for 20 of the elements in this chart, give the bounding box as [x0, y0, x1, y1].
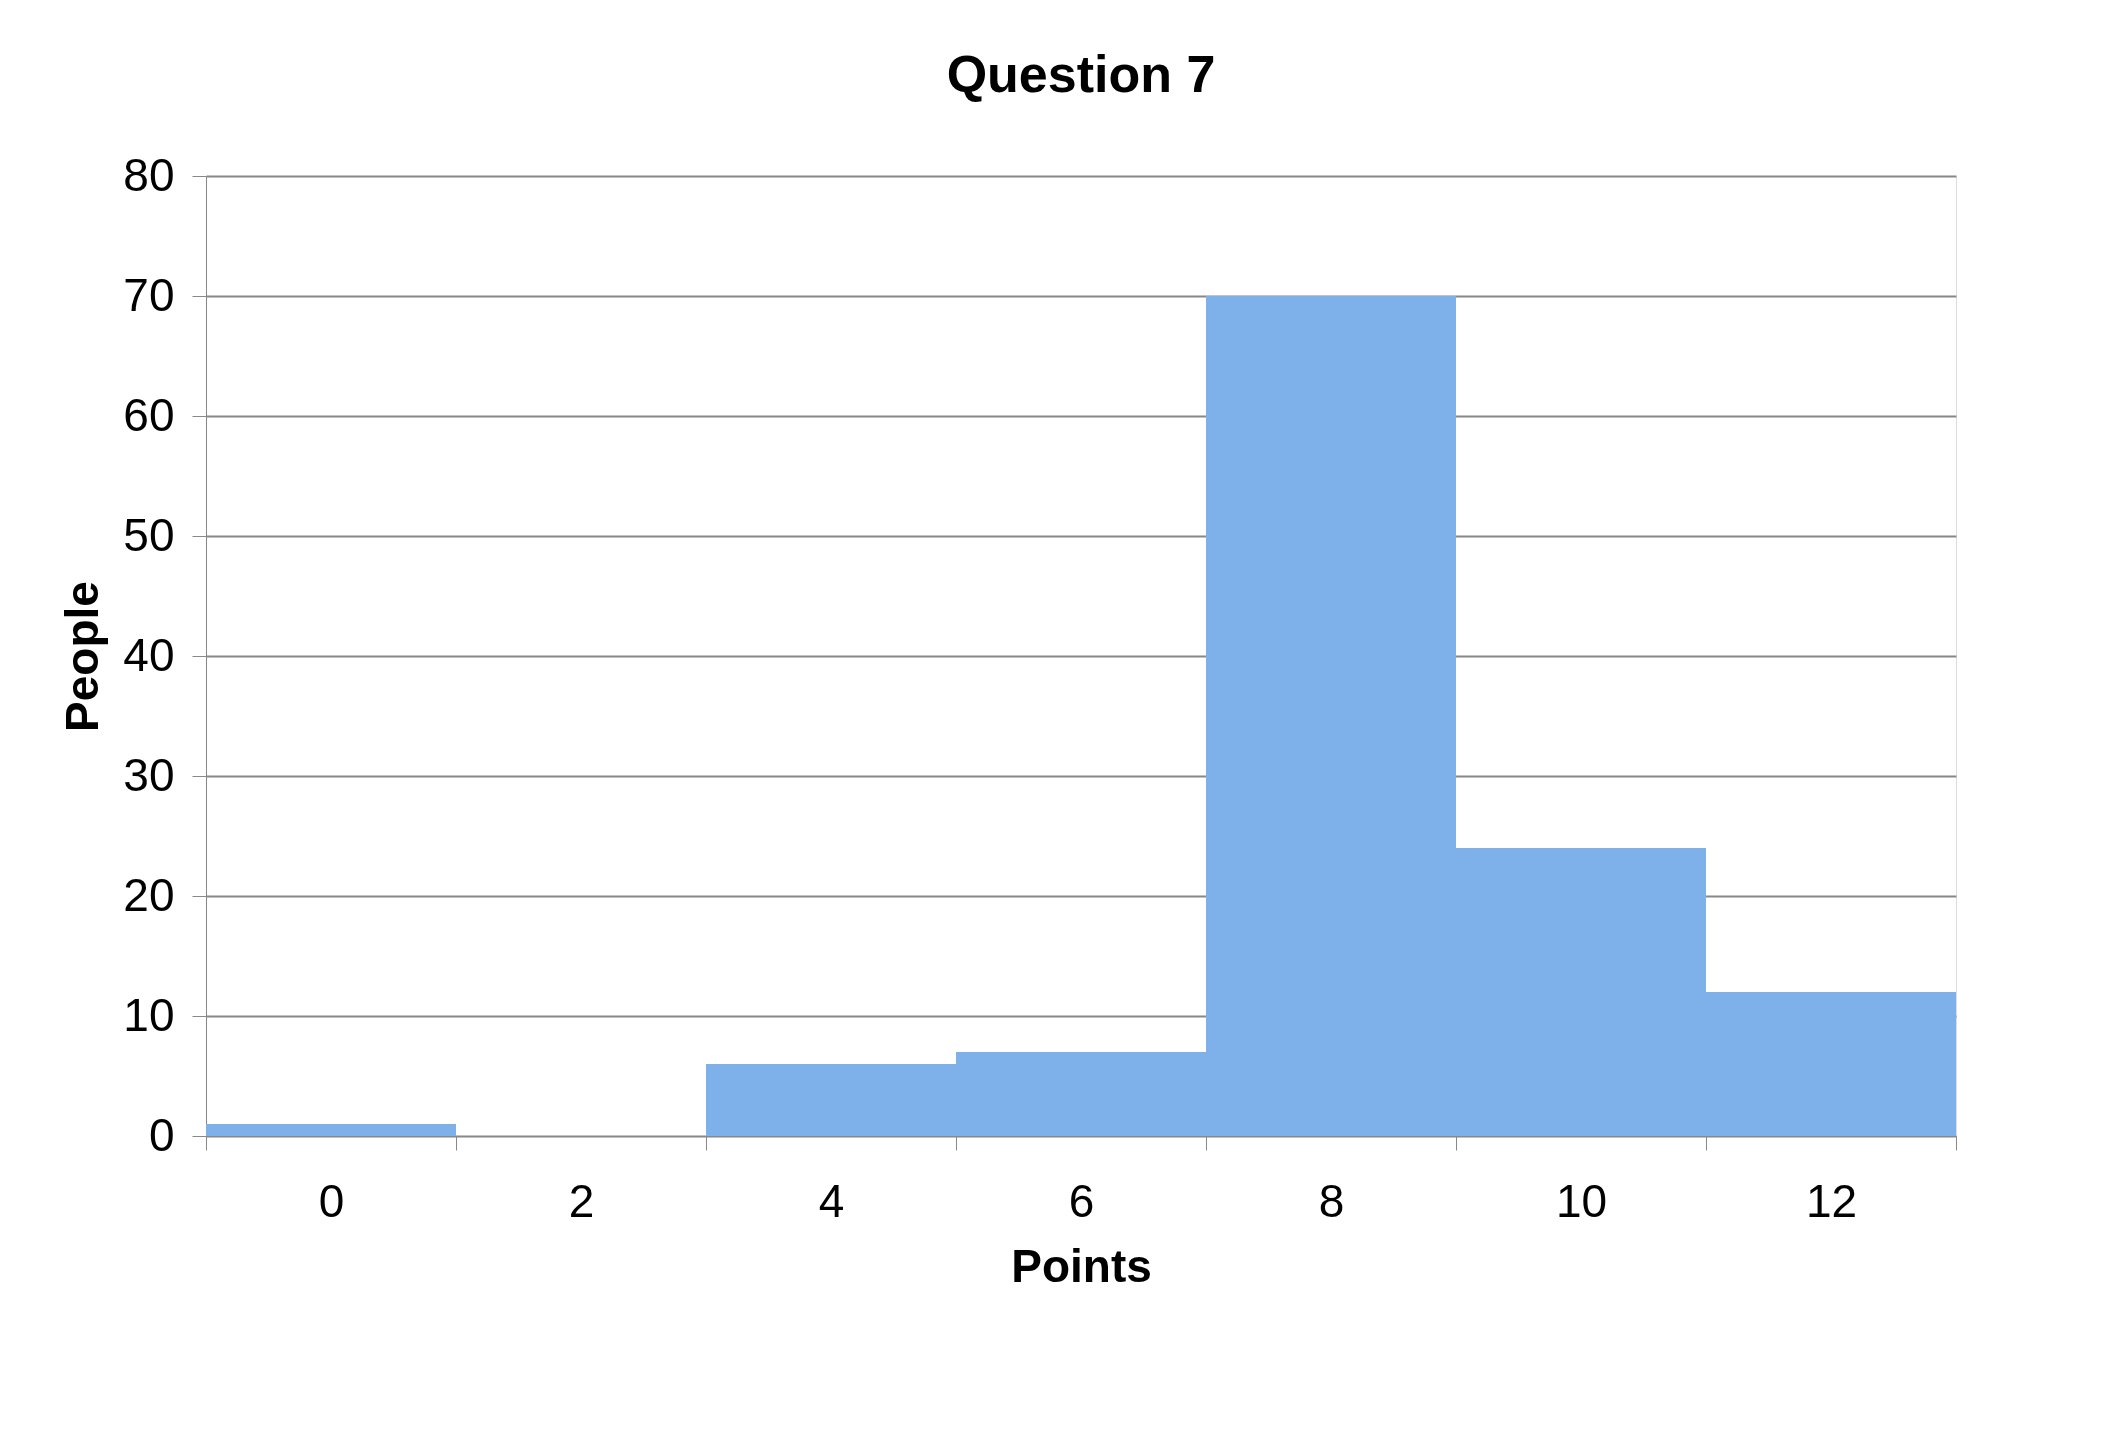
- y-tick-label: 30: [123, 748, 175, 801]
- y-axis-title: People: [56, 581, 109, 732]
- y-tick-label: 70: [123, 268, 175, 321]
- x-tick-label: 12: [1805, 1174, 1858, 1227]
- x-tick-label: 8: [1318, 1174, 1345, 1227]
- y-tick-label: 0: [148, 1108, 175, 1161]
- x-tick-label: 2: [568, 1174, 595, 1227]
- x-tick-label: 6: [1068, 1174, 1095, 1227]
- bar: [206, 1124, 456, 1136]
- y-tick-label: 40: [123, 628, 175, 681]
- y-tick-label: 80: [123, 148, 175, 201]
- y-tick-label: 60: [123, 388, 175, 441]
- x-tick-label: 0: [318, 1174, 345, 1227]
- x-tick-label: 10: [1555, 1174, 1608, 1227]
- x-axis-title: Points: [1011, 1239, 1152, 1292]
- chart-title: Question 7: [946, 45, 1216, 103]
- y-tick-label: 10: [123, 988, 175, 1041]
- x-tick-label: 4: [818, 1174, 845, 1227]
- y-tick-label: 50: [123, 508, 175, 561]
- y-tick-label: 20: [123, 868, 175, 921]
